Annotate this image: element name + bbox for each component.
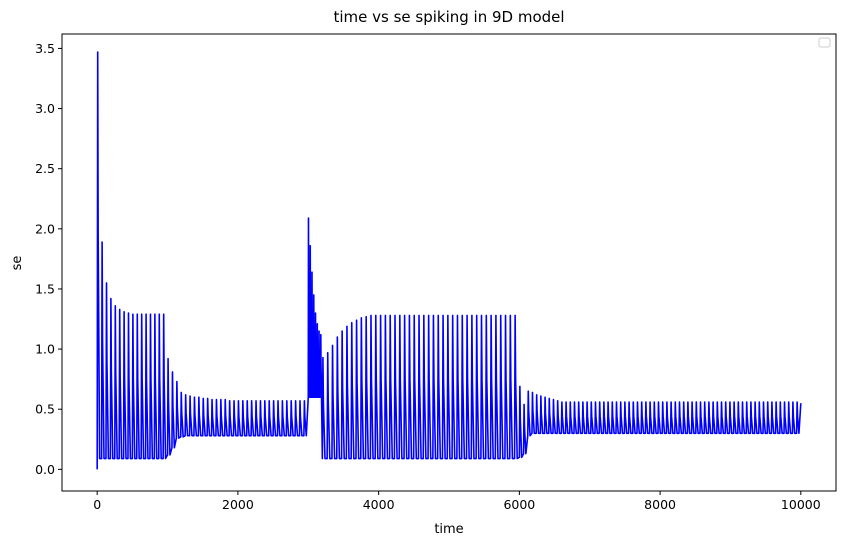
y-tick-label: 2.5 <box>35 161 55 176</box>
x-tick-label: 8000 <box>644 497 676 512</box>
chart-title: time vs se spiking in 9D model <box>333 8 564 26</box>
x-axis-label: time <box>434 522 463 537</box>
legend-box <box>818 37 831 48</box>
y-tick-label: 3.0 <box>35 101 55 116</box>
y-tick-label: 2.0 <box>35 221 55 236</box>
x-axis-ticks: 0 2000 4000 6000 8000 10000 <box>93 491 821 512</box>
y-tick-label: 0.0 <box>35 462 55 477</box>
y-axis-ticks: 0.0 0.5 1.0 1.5 2.0 2.5 3.0 3.5 <box>35 41 62 477</box>
y-tick-label: 1.0 <box>35 342 55 357</box>
y-axis-label: se <box>10 256 25 271</box>
series-line <box>96 51 802 470</box>
x-tick-label: 2000 <box>222 497 254 512</box>
plot-frame <box>61 33 837 492</box>
y-tick-label: 0.5 <box>35 402 55 417</box>
x-tick-label: 0 <box>93 497 101 512</box>
x-tick-label: 6000 <box>503 497 535 512</box>
y-tick-label: 3.5 <box>35 41 55 56</box>
x-tick-label: 4000 <box>363 497 395 512</box>
x-tick-label: 10000 <box>781 497 821 512</box>
y-tick-label: 1.5 <box>35 281 55 296</box>
